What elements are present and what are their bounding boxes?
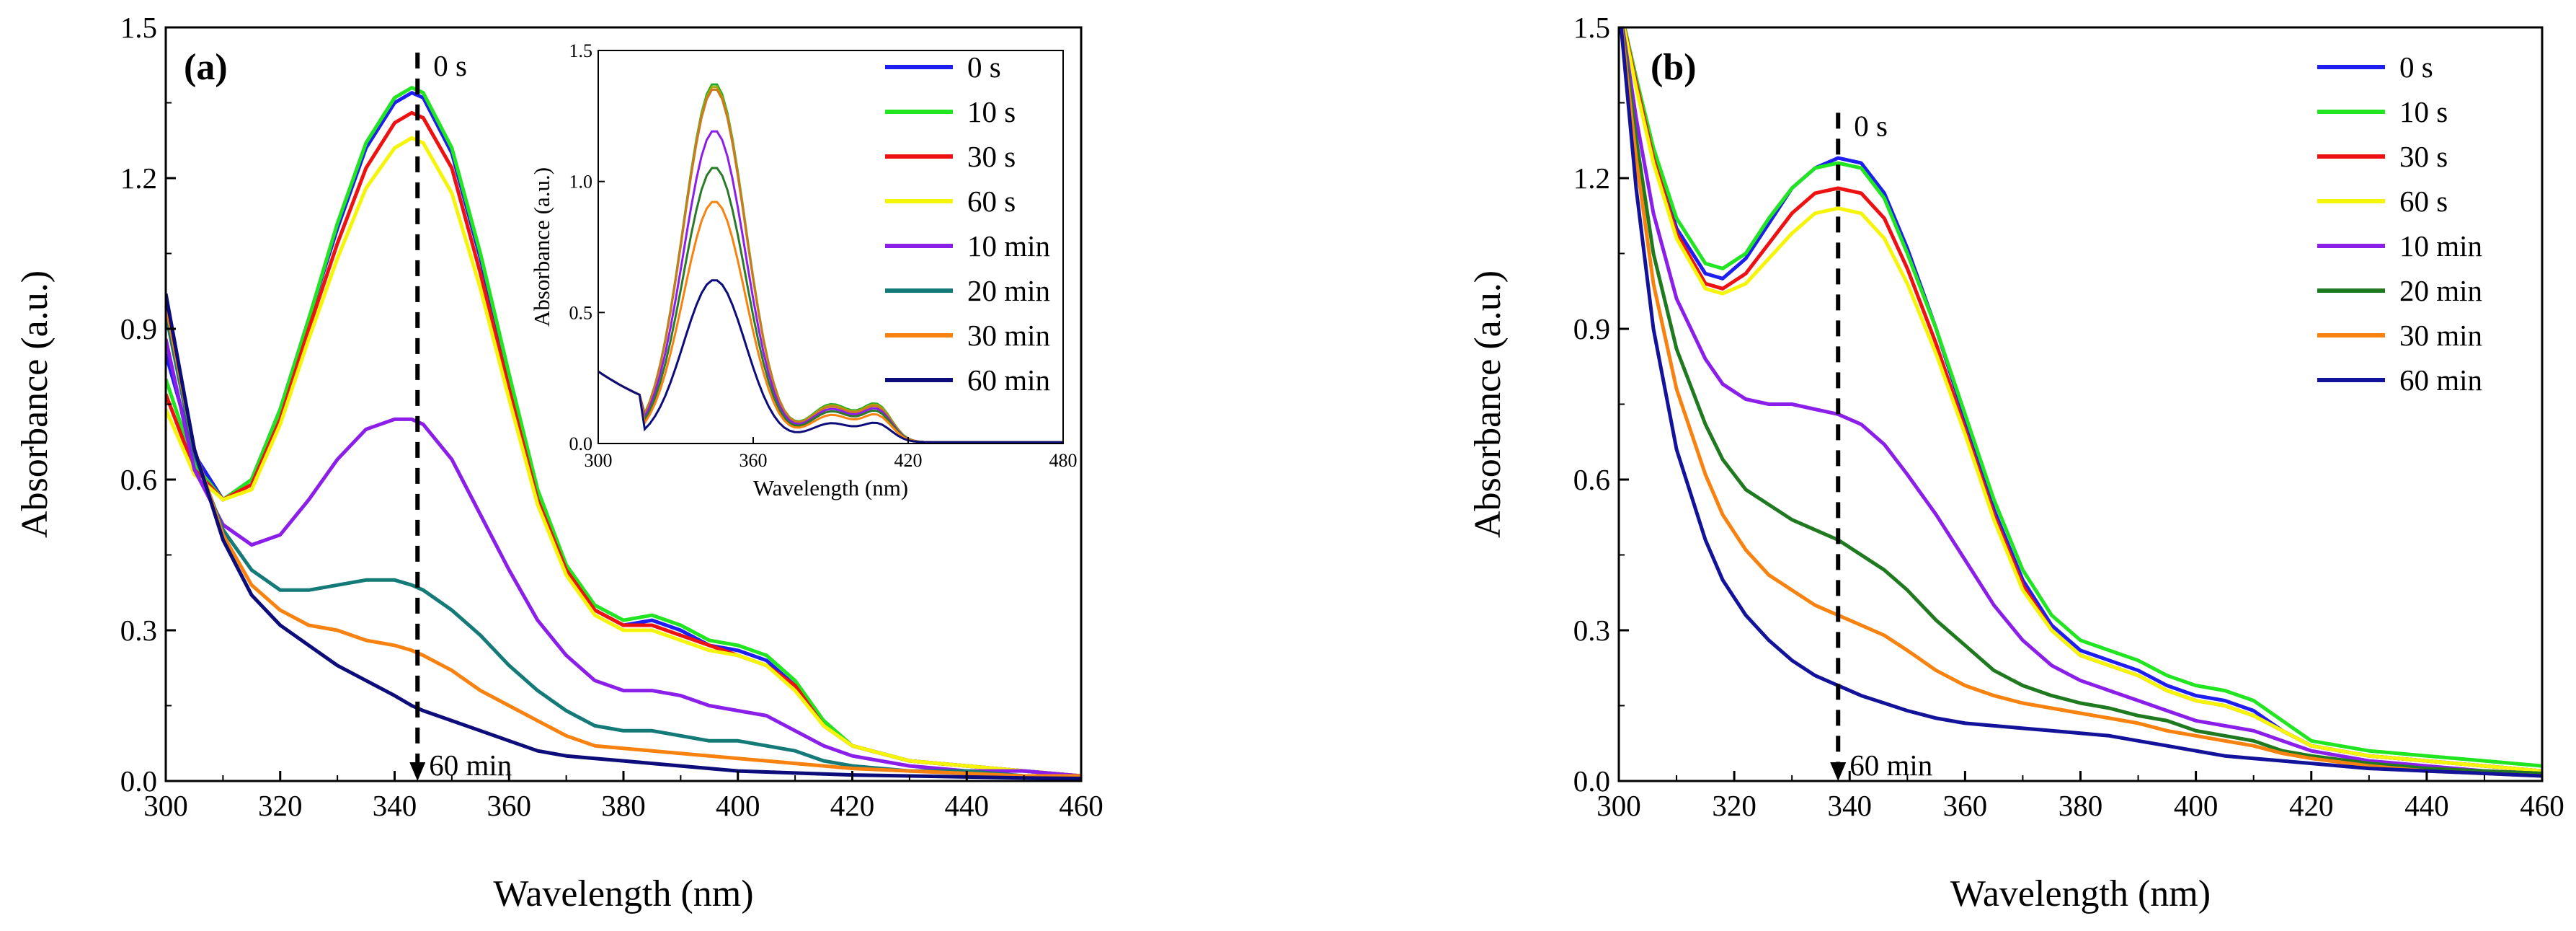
series-line-30-min [166,303,1081,778]
y-tick-label: 1.2 [1573,162,1610,195]
inset-x-tick-label: 360 [740,450,768,471]
x-tick-label: 320 [1712,789,1756,822]
annotation-start: 0 s [1854,109,1888,142]
annotation-end: 60 min [1849,749,1932,782]
x-tick-label: 300 [143,789,188,822]
series-line-30-min [1620,27,2542,778]
x-axis-title: Wavelength (nm) [1950,873,2211,914]
legend-label: 0 s [2399,50,2433,84]
legend-label: 20 min [2399,274,2482,307]
legend: 0 s 10 s 30 s 60 s 10 min 20 min 30 min 60 min [885,50,1050,397]
x-tick-label: 320 [258,789,303,822]
trend-arrow-head [409,762,426,781]
legend: 0 s 10 s 30 s 60 s 10 min 20 min 30 min 60 min [2317,50,2482,397]
legend-label: 60 s [967,185,1016,218]
inset-chart: 300 360 420 480 0.0 0.5 1.0 1.5 Wavelength (nm) A… [529,40,1078,500]
x-tick-label: 360 [1943,789,1988,822]
trend-arrow-head [1830,762,1847,781]
chart-panel-b: 300 320 340 360 380 400 420 440 460 0.0 0.3 0.6 0.9 1… [1467,11,2564,914]
series-line-10-min [166,338,1081,778]
legend-label: 30 s [967,140,1016,173]
x-tick-label: 400 [2174,789,2219,822]
inset-y-tick-label: 0.5 [569,302,593,323]
legend-label: 60 min [2399,363,2482,397]
inset-x-axis-title: Wavelength (nm) [753,475,908,500]
x-tick-label: 460 [2520,789,2564,822]
series-line-60-s [1622,27,2542,773]
series-line-20-min [166,313,1081,778]
inset-frame [598,50,1064,444]
x-tick-label: 360 [487,789,532,822]
legend-label: 10 s [967,95,1016,128]
y-tick-label: 0.0 [120,764,157,798]
x-tick-label: 300 [1596,789,1641,822]
legend-label: 0 s [967,50,1001,84]
x-tick-label: 420 [830,789,875,822]
x-tick-label: 340 [1828,789,1873,822]
y-axis-title: Absorbance (a.u.) [1467,270,1509,538]
chart-panel-a: 300 320 340 360 380 400 420 440 460 0.0 0.3 0.6 0.9 1… [14,11,1103,914]
x-axis-title: Wavelength (nm) [493,873,753,914]
y-tick-label: 1.2 [120,162,157,195]
series-line-60-min [166,293,1081,780]
legend-label: 10 s [2399,95,2448,128]
series-line-60-s [166,136,1081,778]
x-tick-label: 420 [2289,789,2334,822]
legend-label: 10 min [2399,229,2482,262]
inset-y-axis-title: Absorbance (a.u.) [529,167,554,327]
y-tick-label: 1.5 [1573,11,1610,44]
annotation-start: 0 s [433,49,467,82]
x-tick-label: 400 [716,789,760,822]
legend-label: 30 min [2399,319,2482,352]
inset-y-tick-label: 1.5 [569,40,593,61]
y-tick-label: 1.5 [120,11,157,44]
legend-label: 30 min [967,319,1050,352]
legend-label: 60 min [967,363,1050,397]
x-tick-label: 380 [601,789,646,822]
x-tick-label: 440 [945,789,990,822]
x-tick-label: 460 [1059,789,1103,822]
y-tick-label: 0.0 [1573,764,1610,798]
inset-series-line [598,279,1063,444]
inset-x-tick-label: 300 [585,450,613,471]
annotation-end: 60 min [429,749,512,782]
y-tick-label: 0.6 [1573,463,1610,496]
series-line-10-s [166,86,1081,778]
y-axis-title: Absorbance (a.u.) [14,270,55,538]
y-tick-label: 0.3 [1573,614,1610,647]
x-tick-label: 380 [2058,789,2103,822]
legend-label: 10 min [967,229,1050,262]
x-tick-label: 340 [373,789,417,822]
y-tick-label: 0.3 [120,614,157,647]
x-tick-label: 440 [2404,789,2449,822]
y-tick-label: 0.6 [120,463,157,496]
panel-label: (b) [1651,47,1697,88]
series-group [1619,27,2542,778]
series-line-10-s [1622,27,2542,768]
legend-label: 20 min [967,274,1050,307]
y-tick-label: 0.9 [1573,312,1610,345]
series-line-60-min [1619,27,2542,778]
inset-x-tick-label: 480 [1049,450,1078,471]
series-line-20-min [1620,27,2542,775]
legend-label: 30 s [2399,140,2448,173]
series-line-10-min [1620,27,2542,775]
series-group [166,86,1081,780]
legend-label: 60 s [2399,185,2448,218]
panel-label: (a) [184,47,228,88]
inset-y-tick-label: 1.0 [569,172,593,193]
inset-y-tick-label: 0.0 [569,433,593,454]
inset-x-tick-label: 420 [894,450,923,471]
y-tick-label: 0.9 [120,312,157,345]
